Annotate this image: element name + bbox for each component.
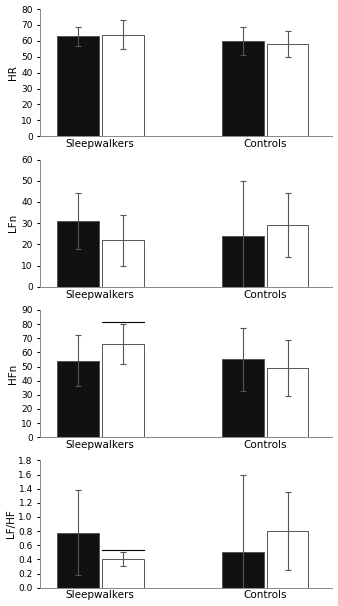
Bar — [267, 368, 309, 437]
Bar — [57, 361, 99, 437]
Bar — [57, 221, 99, 287]
Bar — [102, 344, 144, 437]
Bar — [222, 236, 264, 287]
Bar — [267, 225, 309, 287]
Bar — [222, 359, 264, 437]
Bar — [222, 41, 264, 136]
Bar — [102, 240, 144, 287]
Y-axis label: LFn: LFn — [8, 214, 19, 232]
Bar — [102, 35, 144, 136]
Bar — [57, 36, 99, 136]
Bar — [267, 531, 309, 588]
Bar — [222, 552, 264, 588]
Bar — [57, 533, 99, 588]
Bar — [102, 559, 144, 588]
Y-axis label: HR: HR — [8, 65, 19, 80]
Bar — [267, 44, 309, 136]
Y-axis label: HFn: HFn — [8, 364, 19, 384]
Y-axis label: LF/HF: LF/HF — [5, 510, 16, 538]
